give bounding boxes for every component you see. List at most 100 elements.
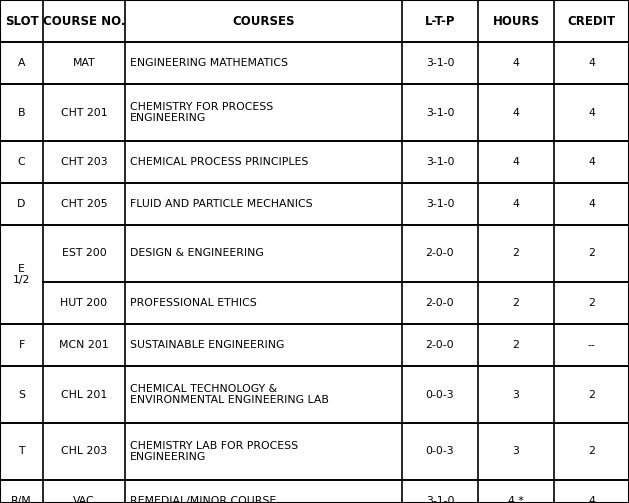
- Bar: [554, 225, 629, 282]
- Bar: [478, 84, 554, 141]
- Text: S: S: [18, 389, 25, 399]
- Text: 3: 3: [513, 447, 520, 457]
- Bar: [478, 141, 554, 183]
- Bar: [554, 324, 629, 366]
- Text: 3-1-0: 3-1-0: [426, 199, 454, 209]
- Bar: [478, 0, 554, 42]
- Text: 2: 2: [588, 298, 595, 308]
- Text: CHL 203: CHL 203: [61, 447, 107, 457]
- Bar: [0, 366, 43, 423]
- Text: B: B: [18, 108, 25, 118]
- Bar: [554, 141, 629, 183]
- Bar: [43, 480, 125, 503]
- Text: 4: 4: [513, 108, 520, 118]
- Bar: [554, 282, 629, 324]
- Text: CHL 201: CHL 201: [61, 389, 107, 399]
- Text: 4: 4: [588, 157, 595, 167]
- Bar: [402, 423, 478, 480]
- Bar: [125, 225, 402, 282]
- Text: CHEMISTRY FOR PROCESS
ENGINEERING: CHEMISTRY FOR PROCESS ENGINEERING: [130, 102, 273, 123]
- Bar: [125, 366, 402, 423]
- Bar: [125, 84, 402, 141]
- Text: 4: 4: [513, 58, 520, 68]
- Bar: [0, 141, 43, 183]
- Text: 0-0-3: 0-0-3: [426, 447, 454, 457]
- Text: 2: 2: [588, 389, 595, 399]
- Text: FLUID AND PARTICLE MECHANICS: FLUID AND PARTICLE MECHANICS: [130, 199, 313, 209]
- Bar: [554, 42, 629, 84]
- Text: 2-0-0: 2-0-0: [426, 248, 454, 259]
- Text: VAC: VAC: [73, 496, 95, 503]
- Bar: [125, 282, 402, 324]
- Text: 3-1-0: 3-1-0: [426, 108, 454, 118]
- Bar: [0, 0, 43, 42]
- Bar: [0, 84, 43, 141]
- Text: SLOT: SLOT: [4, 15, 38, 28]
- Bar: [43, 366, 125, 423]
- Bar: [125, 480, 402, 503]
- Text: CHT 205: CHT 205: [60, 199, 108, 209]
- Bar: [478, 282, 554, 324]
- Text: L-T-P: L-T-P: [425, 15, 455, 28]
- Text: EST 200: EST 200: [62, 248, 106, 259]
- Bar: [554, 423, 629, 480]
- Text: PROFESSIONAL ETHICS: PROFESSIONAL ETHICS: [130, 298, 257, 308]
- Bar: [478, 324, 554, 366]
- Bar: [554, 0, 629, 42]
- Bar: [0, 480, 43, 503]
- Text: D: D: [18, 199, 26, 209]
- Bar: [554, 84, 629, 141]
- Bar: [125, 324, 402, 366]
- Text: 4: 4: [588, 199, 595, 209]
- Text: CHT 201: CHT 201: [60, 108, 108, 118]
- Bar: [125, 423, 402, 480]
- Bar: [478, 183, 554, 225]
- Bar: [554, 480, 629, 503]
- Text: HOURS: HOURS: [493, 15, 540, 28]
- Text: ENGINEERING MATHEMATICS: ENGINEERING MATHEMATICS: [130, 58, 288, 68]
- Text: A: A: [18, 58, 25, 68]
- Text: C: C: [18, 157, 25, 167]
- Text: SUSTAINABLE ENGINEERING: SUSTAINABLE ENGINEERING: [130, 340, 284, 350]
- Text: 2: 2: [588, 447, 595, 457]
- Text: HUT 200: HUT 200: [60, 298, 108, 308]
- Text: 2: 2: [513, 340, 520, 350]
- Bar: [554, 366, 629, 423]
- Text: 4: 4: [513, 199, 520, 209]
- Text: COURSES: COURSES: [232, 15, 295, 28]
- Bar: [43, 423, 125, 480]
- Bar: [43, 0, 125, 42]
- Bar: [554, 183, 629, 225]
- Bar: [125, 0, 402, 42]
- Text: COURSE NO.: COURSE NO.: [43, 15, 125, 28]
- Bar: [478, 423, 554, 480]
- Bar: [43, 225, 125, 282]
- Text: F: F: [18, 340, 25, 350]
- Bar: [43, 42, 125, 84]
- Text: 4: 4: [588, 108, 595, 118]
- Bar: [125, 183, 402, 225]
- Bar: [43, 282, 125, 324]
- Text: MAT: MAT: [73, 58, 96, 68]
- Text: 2-0-0: 2-0-0: [426, 340, 454, 350]
- Text: DESIGN & ENGINEERING: DESIGN & ENGINEERING: [130, 248, 264, 259]
- Text: 2-0-0: 2-0-0: [426, 298, 454, 308]
- Text: E
1/2: E 1/2: [13, 264, 30, 285]
- Text: 4: 4: [588, 58, 595, 68]
- Bar: [478, 366, 554, 423]
- Bar: [0, 183, 43, 225]
- Bar: [125, 141, 402, 183]
- Text: 3-1-0: 3-1-0: [426, 496, 454, 503]
- Bar: [43, 141, 125, 183]
- Text: MCN 201: MCN 201: [59, 340, 109, 350]
- Text: 2: 2: [588, 248, 595, 259]
- Bar: [0, 42, 43, 84]
- Bar: [43, 324, 125, 366]
- Bar: [43, 84, 125, 141]
- Text: 4: 4: [513, 157, 520, 167]
- Bar: [0, 423, 43, 480]
- Bar: [402, 0, 478, 42]
- Text: 3-1-0: 3-1-0: [426, 157, 454, 167]
- Bar: [402, 141, 478, 183]
- Text: 2: 2: [513, 248, 520, 259]
